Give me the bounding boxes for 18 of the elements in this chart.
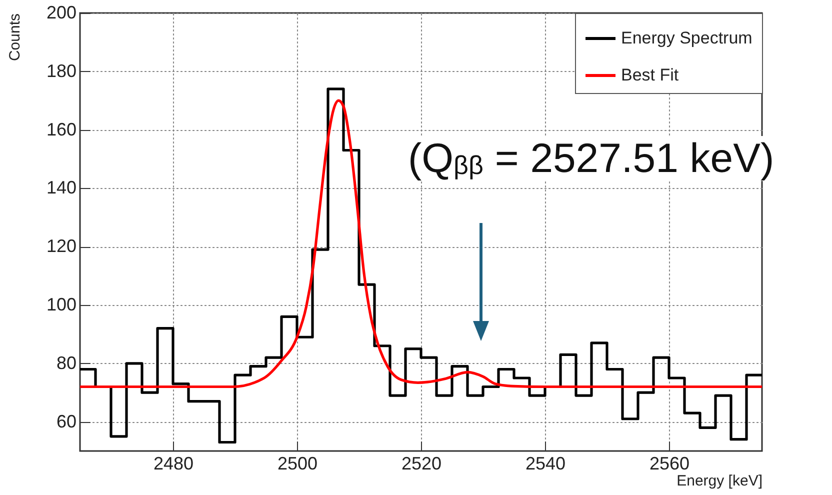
legend-label: Best Fit (621, 66, 679, 84)
annotation: (Q$_{ββ}$ = 2527.51 keV) (408, 135, 774, 182)
y-tick-label: 60 (56, 411, 76, 432)
y-tick-label: 80 (56, 352, 76, 373)
y-tick-label: 200 (46, 2, 76, 22)
x-tick-label: 2520 (401, 454, 442, 474)
x-axis-title: Energy [keV] (676, 472, 762, 490)
x-tick-label: 2540 (525, 454, 566, 474)
y-tick-label: 120 (46, 236, 76, 256)
y-tick-label: 140 (46, 178, 76, 198)
x-tick-label: 2500 (277, 454, 318, 474)
legend-label: Energy Spectrum (621, 28, 752, 48)
y-tick-label: 180 (46, 60, 76, 81)
y-tick-label: 100 (46, 294, 76, 314)
y-tick-label: 160 (46, 119, 76, 140)
x-tick-label: 2480 (153, 454, 194, 474)
y-axis-title: Counts (6, 14, 24, 62)
x-tick-label: 2560 (649, 454, 690, 474)
